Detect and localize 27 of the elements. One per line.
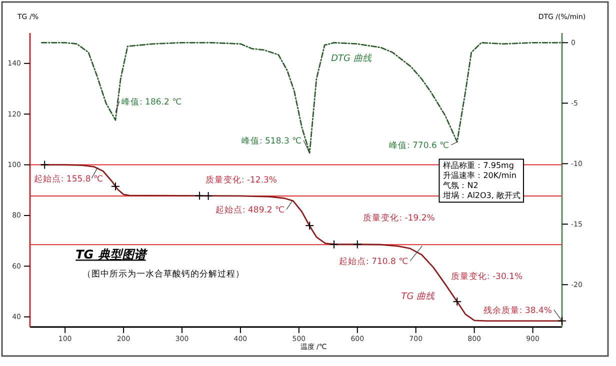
text: TG 典型图谱: [76, 248, 148, 262]
annotation: 峰值: 518.3 ℃: [241, 135, 302, 146]
annotation: 起始点: 710.8 ℃: [339, 256, 408, 267]
point: [305, 221, 314, 230]
annotation: DTG 曲线: [331, 52, 372, 64]
point: [40, 160, 50, 170]
annotation: TG 曲线: [401, 291, 436, 302]
point: [110, 182, 120, 191]
annotation: 峰值: 186.2 ℃: [121, 96, 182, 108]
text: （图中所示为一水合草酸钙的分解过程）: [82, 268, 245, 280]
annotation: 气氛：N2: [443, 181, 478, 190]
annotation: 质量变化: -12.3%: [205, 174, 278, 186]
point: [204, 191, 213, 200]
annotation: 升温速率：20K/min: [443, 171, 516, 180]
line-series: [40, 42, 563, 154]
annotation: 残余质量: 38.4%: [483, 304, 552, 316]
annotation: 起始点: 155.8 ℃: [34, 173, 103, 184]
annotation: 样品称重：7.95mg: [443, 161, 514, 170]
annotation: 坩埚：Al2O3, 敞开式: [442, 191, 520, 200]
point: [452, 297, 462, 306]
point: [330, 240, 338, 249]
point: [195, 191, 204, 200]
annotation: 峰值: 770.6 ℃: [388, 140, 450, 151]
point: [352, 240, 362, 249]
annotation: 质量变化: -30.1%: [450, 270, 523, 282]
annotation: 质量变化: -19.2%: [363, 212, 435, 224]
annotation: 起始点: 489.2 ℃: [215, 204, 285, 216]
